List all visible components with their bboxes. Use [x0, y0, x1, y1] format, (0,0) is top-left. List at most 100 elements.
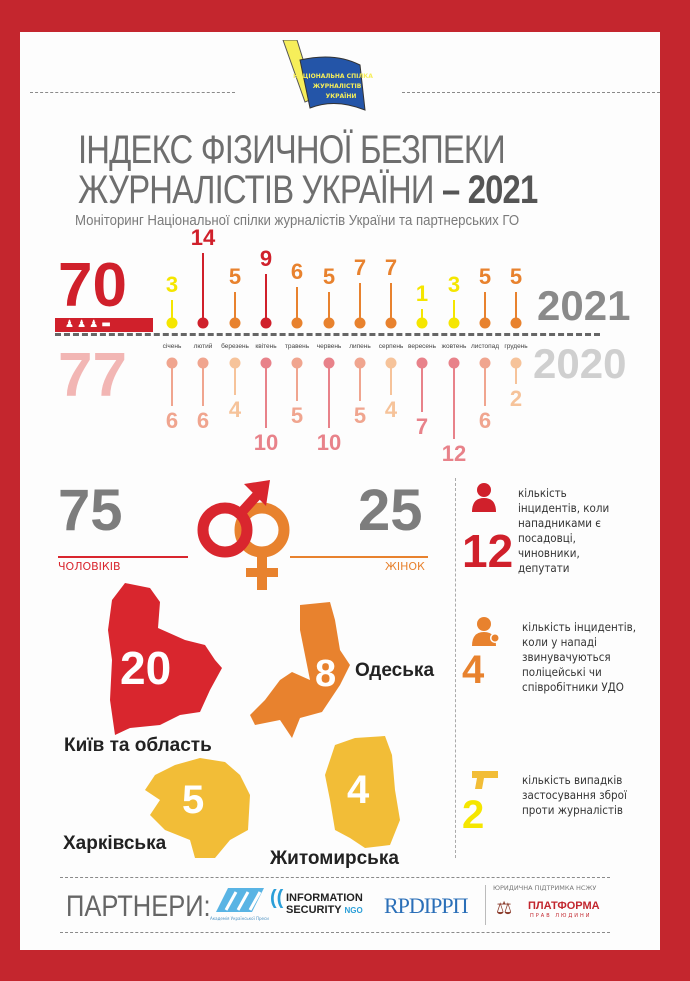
value-2020: 5 [290, 402, 304, 428]
value-2021: 5 [228, 263, 242, 289]
timeline-axis [55, 333, 600, 336]
value-2020: 6 [165, 408, 179, 433]
stem-2020 [265, 363, 267, 428]
partner-rpd-logo: RPDIPPП [384, 893, 468, 918]
stem-2020 [359, 363, 361, 401]
footer-divider-top [60, 877, 610, 878]
dot-2020 [197, 357, 209, 369]
stem-2020 [421, 363, 423, 412]
stem-2021 [359, 282, 361, 323]
stem-2021 [171, 300, 173, 323]
dot-2020 [291, 357, 303, 369]
value-2020: 4 [384, 397, 398, 422]
value-2020: 2 [509, 386, 523, 411]
value-2021: 6 [290, 259, 304, 285]
divider [30, 92, 235, 93]
value-2020: 12 [441, 441, 467, 466]
stem-2021 [296, 287, 298, 323]
stem-2021 [390, 282, 392, 323]
region-kharkiv-value: 5 [182, 778, 205, 822]
region-zhytomyr-shape [325, 736, 400, 848]
stat-description: кількість інцидентів, коли нападниками є… [518, 486, 610, 575]
women-line [290, 556, 428, 558]
region-kyiv-value: 20 [120, 642, 172, 694]
dot-2021 [416, 317, 428, 329]
region-zhytomyr-label: Житомирська [270, 848, 399, 869]
value-2021: 9 [259, 246, 273, 272]
svg-text:УКРАЇНИ: УКРАЇНИ [326, 93, 357, 100]
dot-2021 [510, 317, 522, 329]
dot-2021 [479, 317, 491, 329]
dot-2021 [448, 317, 460, 329]
dot-2021 [260, 317, 272, 329]
month-label: червень [316, 343, 342, 350]
women-label: ЖІНОК [385, 560, 425, 573]
month-label: жовтень [441, 343, 467, 350]
dot-2020 [385, 357, 397, 369]
value-2020: 10 [316, 430, 342, 455]
month-label: вересень [407, 343, 437, 350]
month-label: лютий [193, 343, 213, 350]
month-label: серпень [378, 343, 404, 350]
stem-2020 [390, 363, 392, 395]
stem-2020 [484, 363, 486, 406]
region-kharkiv-label: Харківська [63, 833, 167, 854]
dot-2020 [448, 357, 460, 369]
partner-infosec-line2: SECURITY [286, 904, 342, 916]
official-icon [470, 482, 500, 512]
region-zhytomyr-value: 4 [347, 768, 370, 812]
year-2020: 2020 [533, 340, 627, 387]
dot-2020 [229, 357, 241, 369]
stem-2020 [234, 363, 236, 395]
dot-2021 [166, 317, 178, 329]
value-2021: 14 [190, 224, 216, 250]
stat-value: 12 [462, 525, 514, 577]
value-2021: 7 [384, 254, 398, 280]
footer-divider-bottom [60, 932, 610, 933]
dot-2020 [510, 357, 522, 369]
stem-2020 [515, 363, 517, 384]
stem-2021 [234, 291, 236, 323]
dot-2021 [354, 317, 366, 329]
dot-2021 [197, 317, 209, 329]
partner-aup-logo: Академія Української Преси [210, 888, 269, 921]
month-label: квітень [255, 343, 277, 350]
stem-2020 [171, 363, 173, 406]
year-2021: 2021 [537, 282, 631, 329]
value-2021: 3 [165, 272, 179, 298]
gun-icon [470, 769, 500, 799]
police-icon [470, 616, 500, 646]
month-label: березень [221, 343, 249, 350]
value-2021: 5 [478, 263, 492, 289]
region-odesa-shape [250, 602, 350, 738]
svg-text:ЖУРНАЛІСТІВ: ЖУРНАЛІСТІВ [313, 83, 362, 90]
value-2021: 5 [322, 263, 336, 289]
legal-support-label: ЮРИДИЧНА ПІДТРИМКА НСЖУ [493, 884, 597, 892]
month-label: липень [349, 343, 371, 350]
title-text: ЖУРНАЛІСТІВ УКРАЇНИ [78, 168, 435, 212]
dot-2021 [291, 317, 303, 329]
stats-divider [455, 478, 456, 858]
stem-2020 [202, 363, 204, 406]
stat-description: кількість випадків застосування зброї пр… [522, 773, 627, 817]
dot-2021 [385, 317, 397, 329]
value-2021: 1 [415, 280, 429, 306]
incident-icons-bar: ♟ ♟ ♟ ▬ [55, 318, 153, 332]
stat-value: 2 [462, 793, 485, 837]
page-title-line2: ЖУРНАЛІСТІВ УКРАЇНИ – 2021 [78, 168, 538, 212]
value-2021: 5 [509, 263, 523, 289]
partner-infosec-logo: (( INFORMATION SECURITY NGO [270, 887, 363, 916]
total-2020: 77 [58, 341, 127, 410]
incident-icons: ♟ ♟ ♟ ▬ [65, 319, 111, 330]
dot-2021 [229, 317, 241, 329]
region-kyiv-label: Київ та область [64, 735, 212, 756]
stat-description: кількість інцидентів, коли у нападі звин… [522, 620, 637, 694]
women-count: 25 [358, 478, 423, 543]
value-2020: 7 [415, 413, 429, 439]
divider [402, 92, 660, 93]
stem-2021 [421, 308, 423, 323]
dot-2020 [166, 357, 178, 369]
subtitle: Моніторинг Національної спілки журналіст… [75, 212, 520, 229]
page-title-line1: ІНДЕКС ФІЗИЧНОЇ БЕЗПЕКИ [78, 128, 506, 172]
partner-aup-name: Академія Української Преси [210, 916, 269, 921]
